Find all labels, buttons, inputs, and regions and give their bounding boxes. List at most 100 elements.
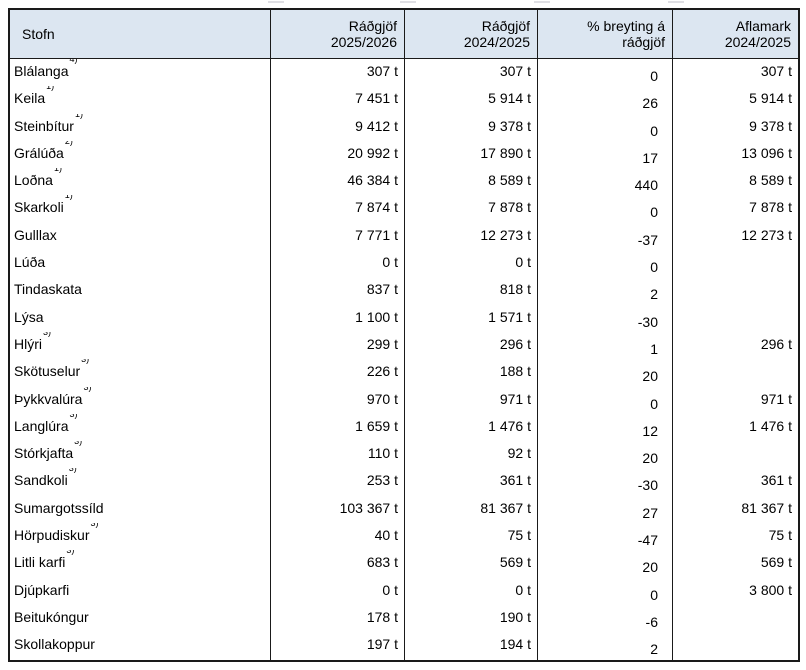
quota-2024-2025-cell: 971 t: [760, 390, 792, 407]
cropped-text-artifact: [534, 1, 550, 3]
stock-name: Langlúra: [14, 417, 69, 434]
advice-2024-2025-cell: 92 t: [405, 441, 538, 469]
quota-2024-2025-cell: 3 800 t: [749, 581, 792, 598]
table-row: Sumargotssíld 103 367 t 81 367 t 27 81 367 t: [10, 495, 798, 524]
stock-name-cell: Blálanga 4): [10, 59, 271, 87]
change-percent-cell: 0: [538, 113, 673, 141]
quota-2024-2025-cell: 5 914 t: [749, 90, 792, 107]
column-header-label: Ráðgjöf: [481, 18, 530, 34]
stock-name-cell: Lúða: [10, 250, 271, 278]
stock-name: Beitukóngur: [14, 608, 89, 625]
quota-2024-2025-cell: [673, 277, 798, 304]
advice-2024-2025-cell: 194 t: [405, 632, 538, 660]
advice-2025-2026-cell: 9 412 t: [271, 113, 405, 141]
stock-name: Skarkoli: [14, 199, 64, 216]
quota-2024-2025-cell: 1 476 t: [749, 417, 792, 434]
change-percent-cell: 0: [538, 59, 673, 87]
stock-name: Stórkjafta: [14, 445, 74, 462]
advice-2025-2026-cell: 683 t: [271, 550, 405, 578]
advice-2025-2026-cell: 253 t: [271, 468, 405, 496]
table-header-row: Stofn Ráðgjöf 2025/2026 Ráðgjöf 2024/202…: [10, 10, 798, 59]
stock-name: Lýsa: [14, 308, 44, 325]
advice-2024-2025-cell: 8 589 t: [405, 168, 538, 196]
column-header-radgjof-2025-2026: Ráðgjöf 2025/2026: [271, 10, 405, 58]
advice-2024-2025-cell: 7 878 t: [405, 195, 538, 223]
stock-name-cell: Sandkoli 3): [10, 468, 271, 496]
stock-name-cell: Loðna 1): [10, 168, 271, 196]
column-header-aflamark: Aflamark 2024/2025: [673, 10, 798, 58]
quota-2024-2025-cell: [673, 250, 798, 277]
advice-2024-2025-cell: 818 t: [405, 277, 538, 305]
advice-2024-2025-cell: 188 t: [405, 359, 538, 387]
column-header-stofn: Stofn: [10, 10, 271, 58]
advice-2024-2025-cell: 75 t: [405, 523, 538, 551]
table-row: Stórkjafta 3) 110 t 92 t 20: [10, 441, 798, 469]
quota-2024-2025-cell: [673, 359, 798, 386]
table-row: Sandkoli 3) 253 t 361 t -30 361 t: [10, 468, 798, 496]
quota-2024-2025-cell: 7 878 t: [749, 199, 792, 216]
stock-name: Steinbítur: [14, 117, 74, 134]
advice-2025-2026-cell: 0 t: [271, 577, 405, 605]
quota-2024-2025-cell: [673, 605, 798, 632]
quota-2024-2025-cell: 296 t: [760, 335, 792, 352]
advice-2024-2025-cell: 9 378 t: [405, 113, 538, 141]
change-percent-cell: -30: [538, 304, 673, 332]
column-header-label: Stofn: [22, 26, 55, 42]
stock-name-cell: Skollakoppur: [10, 632, 271, 660]
advice-2025-2026-cell: 103 367 t: [271, 495, 405, 524]
stock-name-cell: Þykkvalúra 3): [10, 386, 271, 414]
table-row: Gulllax 7 771 t 12 273 t -37 12 273 t: [10, 222, 798, 251]
stock-name: Blálanga: [14, 63, 69, 79]
advice-2024-2025-cell: 569 t: [405, 550, 538, 578]
column-header-breyting: % breyting á ráðgjöf: [538, 10, 673, 58]
advice-2024-2025-cell: 190 t: [405, 604, 538, 633]
change-percent-cell: 1: [538, 331, 673, 360]
change-percent-cell: -37: [538, 222, 673, 251]
change-percent-cell: 2: [538, 632, 673, 660]
advice-2025-2026-cell: 7 771 t: [271, 222, 405, 251]
quota-2024-2025-cell: [673, 305, 798, 332]
stock-name: Skollakoppur: [14, 636, 95, 653]
change-percent-cell: 26: [538, 86, 673, 114]
change-percent-cell: 20: [538, 550, 673, 578]
change-percent-cell: 0: [538, 250, 673, 278]
change-percent-cell: 0: [538, 195, 673, 223]
table-row: Beitukóngur 178 t 190 t -6: [10, 604, 798, 633]
stock-name-cell: Beitukóngur: [10, 604, 271, 633]
stock-name: Sandkoli: [14, 472, 68, 489]
change-percent-cell: 27: [538, 495, 673, 524]
advice-2025-2026-cell: 226 t: [271, 359, 405, 387]
table-body: Blálanga 4) 307 t 307 t 0 307 t Keila 1) 7 451 t…: [10, 59, 798, 660]
column-header-label: % breyting á: [587, 18, 665, 34]
column-header-sublabel: 2024/2025: [463, 34, 530, 50]
column-header-label: Aflamark: [735, 18, 791, 34]
advice-2024-2025-cell: 81 367 t: [405, 495, 538, 524]
advice-2025-2026-cell: 110 t: [271, 441, 405, 469]
stock-name: Skötuselur: [14, 363, 81, 380]
change-percent-cell: 0: [538, 386, 673, 414]
column-header-sublabel: 2025/2026: [330, 34, 397, 50]
advice-2025-2026-cell: 1 659 t: [271, 413, 405, 442]
stock-name-cell: Steinbítur 1): [10, 113, 271, 141]
quota-2024-2025-cell: 75 t: [768, 527, 792, 544]
change-percent-cell: 440: [538, 168, 673, 196]
advice-2024-2025-cell: 5 914 t: [405, 86, 538, 114]
stock-name-cell: Hörpudiskur 3): [10, 523, 271, 551]
advice-2025-2026-cell: 197 t: [271, 632, 405, 660]
stock-name-cell: Tindaskata: [10, 277, 271, 305]
stock-name: Grálúða: [14, 144, 64, 161]
advice-2024-2025-cell: 0 t: [405, 577, 538, 605]
advice-2025-2026-cell: 7 874 t: [271, 195, 405, 223]
column-header-sublabel: ráðgjöf: [622, 34, 665, 50]
quota-2024-2025-cell: 307 t: [760, 63, 792, 79]
quota-2024-2025-cell: 12 273 t: [741, 226, 792, 243]
stock-name: Hlýri: [14, 335, 42, 352]
